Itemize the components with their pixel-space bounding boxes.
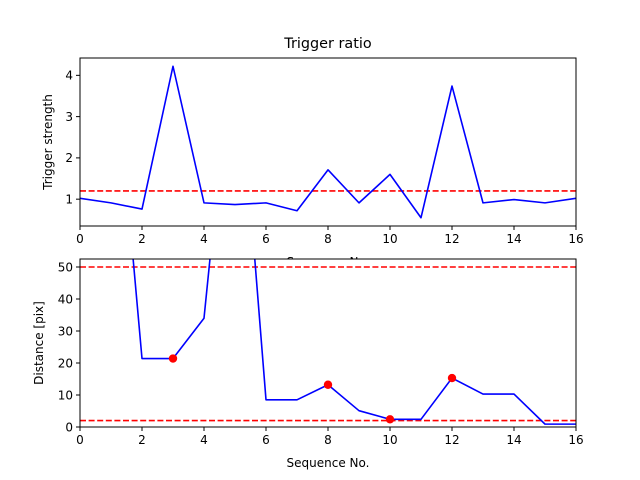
x-tick-label: 2 [138, 232, 146, 246]
y-axis-label: Distance [pix] [32, 301, 46, 385]
x-ticks: 0 2 4 6 8 10 12 14 16 [76, 226, 584, 246]
y-tick-label: 30 [58, 324, 73, 338]
y-tick-label: 0 [65, 420, 73, 434]
y-ticks: 1 2 3 4 [65, 69, 80, 206]
x-tick-label: 12 [444, 232, 459, 246]
x-tick-label: 10 [382, 433, 397, 447]
x-tick-label: 4 [200, 433, 208, 447]
plot-area [80, 65, 576, 219]
axes-background [80, 259, 576, 427]
y-tick-label: 2 [65, 151, 73, 165]
data-point-marker [447, 373, 457, 383]
y-tick-label: 10 [58, 388, 73, 402]
x-tick-label: 8 [324, 433, 332, 447]
y-tick-label: 20 [58, 356, 73, 370]
x-tick-label: 14 [506, 232, 521, 246]
y-ticks: 0 10 20 30 40 50 [58, 260, 80, 434]
x-tick-label: 6 [262, 232, 270, 246]
chart-title: Trigger ratio [283, 36, 372, 52]
y-tick-label: 3 [65, 110, 73, 124]
y-tick-label: 4 [65, 69, 73, 83]
series-line [80, 65, 576, 219]
data-point-marker [323, 380, 333, 389]
x-tick-label: 16 [568, 433, 583, 447]
y-tick-label: 1 [65, 192, 73, 206]
x-tick-label: 2 [138, 433, 146, 447]
x-tick-label: 4 [200, 232, 208, 246]
y-axis-label: Trigger strength [41, 94, 55, 191]
y-tick-label: 40 [58, 292, 73, 306]
data-point-marker [168, 354, 178, 363]
x-tick-label: 0 [76, 433, 84, 447]
x-tick-label: 16 [568, 232, 583, 246]
x-tick-label: 12 [444, 433, 459, 447]
x-tick-label: 0 [76, 232, 84, 246]
x-ticks: 0 2 4 6 8 10 12 14 16 [76, 427, 584, 447]
x-tick-label: 6 [262, 433, 270, 447]
data-point-marker [385, 415, 395, 424]
distance-subplot: 0 2 4 6 8 10 12 14 16 0 10 20 30 40 50 Sequence No. D… [32, 258, 584, 470]
x-tick-label: 14 [506, 433, 521, 447]
y-tick-label: 50 [58, 260, 73, 274]
x-tick-label: 8 [324, 232, 332, 246]
plot-area [80, 259, 576, 425]
x-tick-label: 10 [382, 232, 397, 246]
x-axis-label: Sequence No. [287, 456, 370, 470]
